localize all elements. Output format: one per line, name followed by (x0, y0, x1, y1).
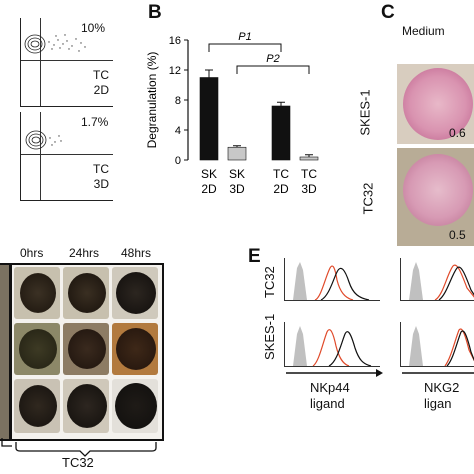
histogram-skes1-nkp44 (284, 322, 380, 367)
significance-label-p1: P1 (238, 31, 251, 43)
stained-section-tc32: 0.5 (397, 148, 474, 246)
category-label-1-line2: 3D (229, 182, 245, 196)
histogram-skes1-nkg2 (400, 322, 474, 367)
condition-line1: TC (93, 162, 109, 176)
condition-line1: TC (93, 68, 109, 82)
y-tick-label-4: 16 (169, 35, 181, 47)
spheroid-section (403, 68, 473, 140)
significance-label-p2: P2 (266, 53, 279, 65)
condition-label-top: TC 2D (79, 68, 109, 98)
time-label-2: 48hrs (121, 246, 152, 260)
quadrant-line-horizontal (21, 154, 113, 155)
x-axis-arrow-nkg2 (402, 372, 474, 374)
x-label-line1: NKp44 (310, 380, 350, 395)
row-label-tc32: TC32 (262, 266, 277, 298)
panel-letter-b: B (148, 2, 162, 23)
spheroid (20, 273, 56, 313)
row-label-text: SKES-1 (357, 89, 373, 136)
row-label-skes1: SKES-1 (358, 75, 396, 155)
category-label-3-line1: TC (301, 167, 317, 181)
condition-label-bottom: TC 3D (79, 162, 109, 192)
spheroid (67, 384, 107, 428)
flow-plot-tc-2d: 10% TC 2D (20, 18, 113, 107)
histogram-tc32-nkg2 (400, 258, 474, 301)
quadrant-line-horizontal (21, 60, 113, 61)
quadrant-line-vertical (40, 18, 41, 106)
x-label-nkg2: NKG2 ligan (424, 380, 459, 412)
y-tick-label-0: 0 (175, 155, 181, 167)
x-label-nkp44: NKp44 ligand (310, 380, 350, 412)
spheroid-image-r2-c2 (63, 323, 109, 375)
spheroid-image-r1-c2 (63, 267, 109, 319)
y-tick-label-2: 8 (175, 95, 181, 107)
spheroid-image-r1-c1 (14, 267, 60, 319)
x-label-line1: NKG2 (424, 380, 460, 395)
significance-bracket-p2 (236, 65, 310, 74)
category-label-0-line2: 2D (201, 182, 217, 196)
bar-3 (299, 156, 319, 161)
stained-section-skes1: 0.6 (397, 64, 474, 144)
group-label: TC32 (62, 455, 94, 470)
row-label-skes1: SKES-1 (262, 313, 277, 360)
spheroid (116, 272, 156, 314)
image-grid (10, 263, 164, 441)
panel-letter-e: E (248, 246, 261, 267)
significance-bracket-p1 (208, 43, 282, 52)
percent-label-top: 10% (81, 21, 106, 35)
medium-title: Medium (402, 24, 445, 38)
spheroid (116, 328, 156, 370)
histogram-curves (293, 326, 372, 367)
category-label-0-line1: SK (201, 167, 217, 181)
spheroid (68, 329, 106, 369)
group-bracket (1, 438, 157, 457)
spheroid-image-r3-c3 (112, 379, 158, 433)
spheroid-image-r3-c2 (63, 379, 109, 433)
bar-2 (271, 105, 291, 161)
spheroid-section (403, 154, 473, 226)
x-label-line2: ligand (310, 396, 345, 411)
spheroid (19, 329, 57, 369)
value-label: 0.6 (449, 126, 466, 140)
x-axis-arrow-nkp44 (286, 369, 383, 377)
y-axis-label: Degranulation (%) (145, 52, 159, 149)
flow-density-contour (24, 34, 86, 54)
flow-density-contour (25, 130, 62, 150)
flow-plot-tc-3d: 1.7% TC 3D (20, 112, 113, 201)
time-label-0: 0hrs (20, 246, 44, 260)
category-label-3-line2: 3D (301, 182, 317, 196)
spheroid-image-r2-c1 (14, 323, 60, 375)
spheroid-image-r1-c3 (112, 267, 158, 319)
spheroid (19, 385, 57, 427)
x-label-line2: ligan (424, 396, 452, 411)
category-label-1-line1: SK (229, 167, 245, 181)
quadrant-line-vertical (40, 112, 41, 200)
histogram-tc32-nkp44 (284, 258, 380, 301)
histogram-curves (409, 326, 474, 367)
spheroid-image-r2-c3 (112, 323, 158, 375)
spheroid (115, 383, 157, 429)
category-label-2-line1: TC (273, 167, 289, 181)
row-label-tc32: TC32 (360, 165, 396, 245)
value-label: 0.5 (449, 228, 466, 242)
bar-1 (227, 146, 247, 161)
row-label-text: TC32 (360, 182, 376, 215)
spheroid (68, 273, 106, 313)
percent-label-bottom: 1.7% (81, 115, 109, 129)
category-label-2-line2: 2D (273, 182, 289, 196)
condition-line2: 2D (93, 83, 109, 97)
time-label-1: 24hrs (69, 246, 100, 260)
spheroid-image-r3-c1 (14, 379, 60, 433)
panel-letter-c: C (381, 2, 395, 23)
y-tick-label-3: 12 (169, 65, 181, 77)
y-tick-label-1: 4 (175, 125, 181, 137)
histogram-curves (409, 262, 474, 301)
bar-0 (199, 77, 219, 161)
condition-line2: 3D (93, 177, 109, 191)
histogram-curves (293, 262, 370, 301)
